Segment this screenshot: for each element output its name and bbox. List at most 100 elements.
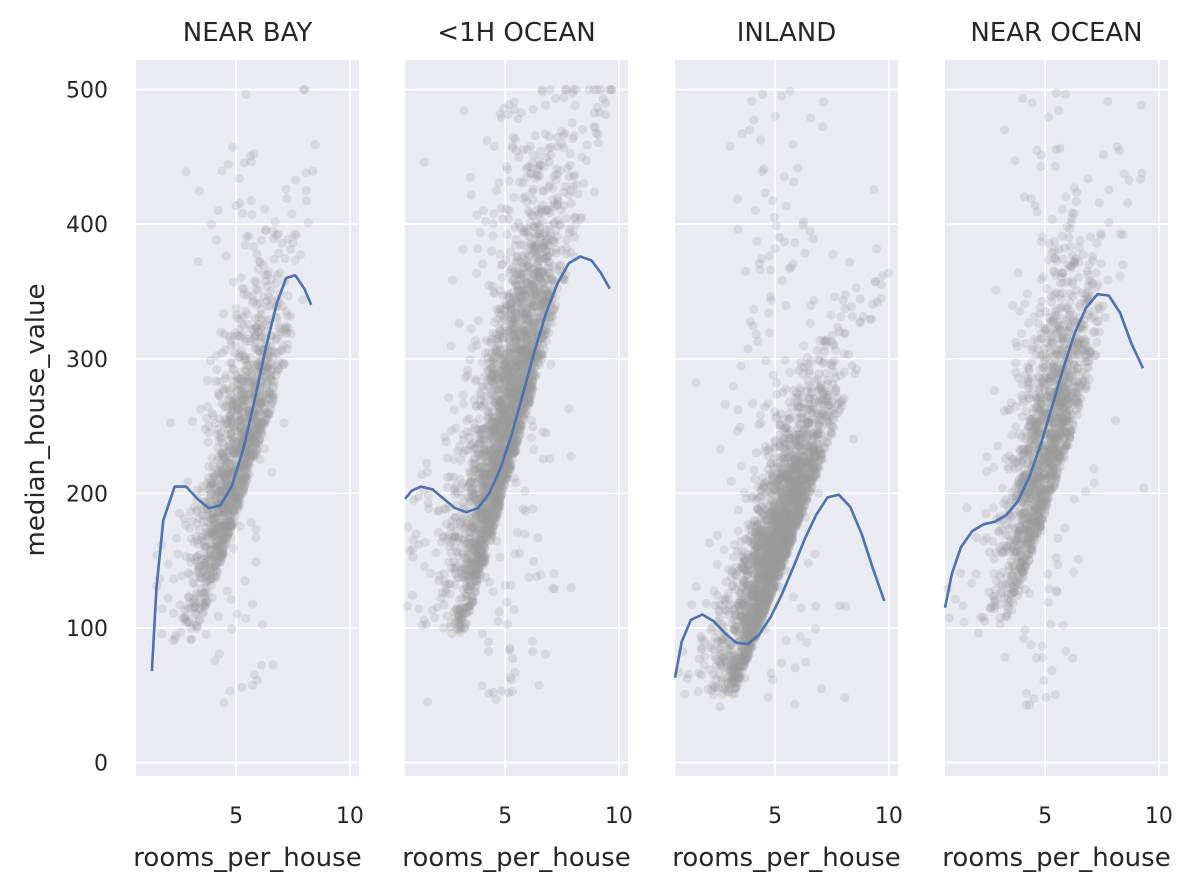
scatter-point (240, 355, 250, 365)
scatter-point (217, 543, 227, 553)
scatter-point (266, 366, 276, 376)
scatter-point (235, 477, 245, 487)
scatter-point (166, 418, 176, 428)
scatter-point (482, 382, 493, 392)
scatter-point (273, 229, 283, 239)
scatter-point (520, 486, 530, 496)
scatter-point (473, 244, 483, 254)
scatter-point (244, 460, 254, 471)
scatter-point (226, 521, 236, 531)
scatter-point (506, 580, 516, 591)
scatter-point (241, 395, 251, 405)
scatter-point (514, 152, 524, 162)
scatter-point (222, 522, 232, 533)
scatter-point (242, 309, 252, 319)
scatter-point (867, 314, 877, 324)
scatter-point (229, 506, 239, 516)
scatter-point (236, 421, 246, 431)
scatter-point (810, 624, 821, 634)
scatter-point (209, 520, 219, 530)
scatter-point (175, 600, 185, 610)
scatter-point (227, 418, 237, 428)
scatter-point (239, 388, 249, 399)
scatter-point (222, 415, 232, 425)
scatter-point (298, 295, 308, 305)
scatter-point (777, 275, 787, 285)
scatter-point (235, 492, 245, 502)
scatter-point (212, 443, 222, 453)
scatter-point (302, 196, 312, 206)
scatter-point (534, 680, 544, 690)
scatter-point (223, 510, 233, 520)
scatter-point (262, 382, 272, 392)
scatter-point (230, 492, 240, 502)
scatter-point (238, 484, 248, 494)
scatter-point (210, 514, 220, 524)
scatter-point (235, 375, 245, 385)
scatter-point (226, 468, 236, 478)
scatter-point (264, 409, 274, 419)
scatter-point (260, 444, 270, 454)
scatter-point (227, 498, 237, 508)
scatter-point (526, 433, 537, 443)
scatter-point (231, 494, 241, 504)
scatter-point (497, 272, 507, 282)
scatter-point (528, 184, 538, 194)
scatter-point (229, 447, 239, 457)
scatter-point (262, 362, 272, 372)
scatter-point (233, 330, 243, 341)
scatter-point (234, 331, 244, 341)
scatter-point (279, 418, 289, 428)
scatter-point (266, 370, 276, 380)
scatter-point (235, 379, 245, 389)
scatter-point (202, 559, 213, 570)
scatter-point (243, 290, 253, 300)
scatter-point (785, 367, 795, 377)
scatter-point (227, 359, 237, 369)
scatter-point (286, 329, 296, 339)
scatter-point (439, 569, 449, 579)
scatter-point (243, 375, 253, 385)
scatter-point (240, 481, 250, 491)
scatter-point (525, 218, 535, 228)
scatter-point (251, 314, 261, 324)
scatter-point (186, 557, 196, 567)
scatter-point (770, 111, 780, 121)
scatter-point (496, 418, 506, 428)
scatter-point (226, 503, 236, 513)
scatter-point (193, 539, 203, 550)
scatter-point (253, 418, 263, 428)
scatter-point (245, 368, 255, 378)
scatter-point (218, 548, 228, 558)
scatter-point (192, 485, 202, 495)
scatter-point (212, 550, 222, 560)
scatter-point (206, 574, 216, 584)
scatter-point (243, 462, 253, 473)
scatter-point (261, 415, 271, 425)
scatter-point (552, 169, 562, 179)
scatter-point (445, 589, 455, 599)
scatter-point (247, 453, 258, 463)
scatter-point (258, 405, 269, 415)
scatter-point (268, 394, 278, 404)
scatter-point (240, 365, 250, 375)
scatter-point (231, 499, 241, 509)
scatter-point (217, 483, 227, 493)
scatter-point (232, 491, 242, 501)
scatter-point (781, 300, 791, 310)
scatter-point (477, 629, 488, 639)
scatter-point (237, 390, 247, 400)
scatter-point (244, 447, 254, 457)
scatter-point (548, 583, 558, 594)
scatter-point (226, 335, 236, 345)
scatter-point (781, 635, 791, 646)
scatter-point (200, 601, 210, 612)
scatter-point (213, 491, 223, 501)
scatter-point (291, 230, 301, 240)
scatter-point (209, 524, 219, 534)
scatter-point (578, 124, 588, 134)
scatter-point (219, 698, 229, 708)
scatter-point (229, 439, 239, 449)
scatter-point (224, 470, 234, 480)
scatter-point (209, 539, 219, 549)
